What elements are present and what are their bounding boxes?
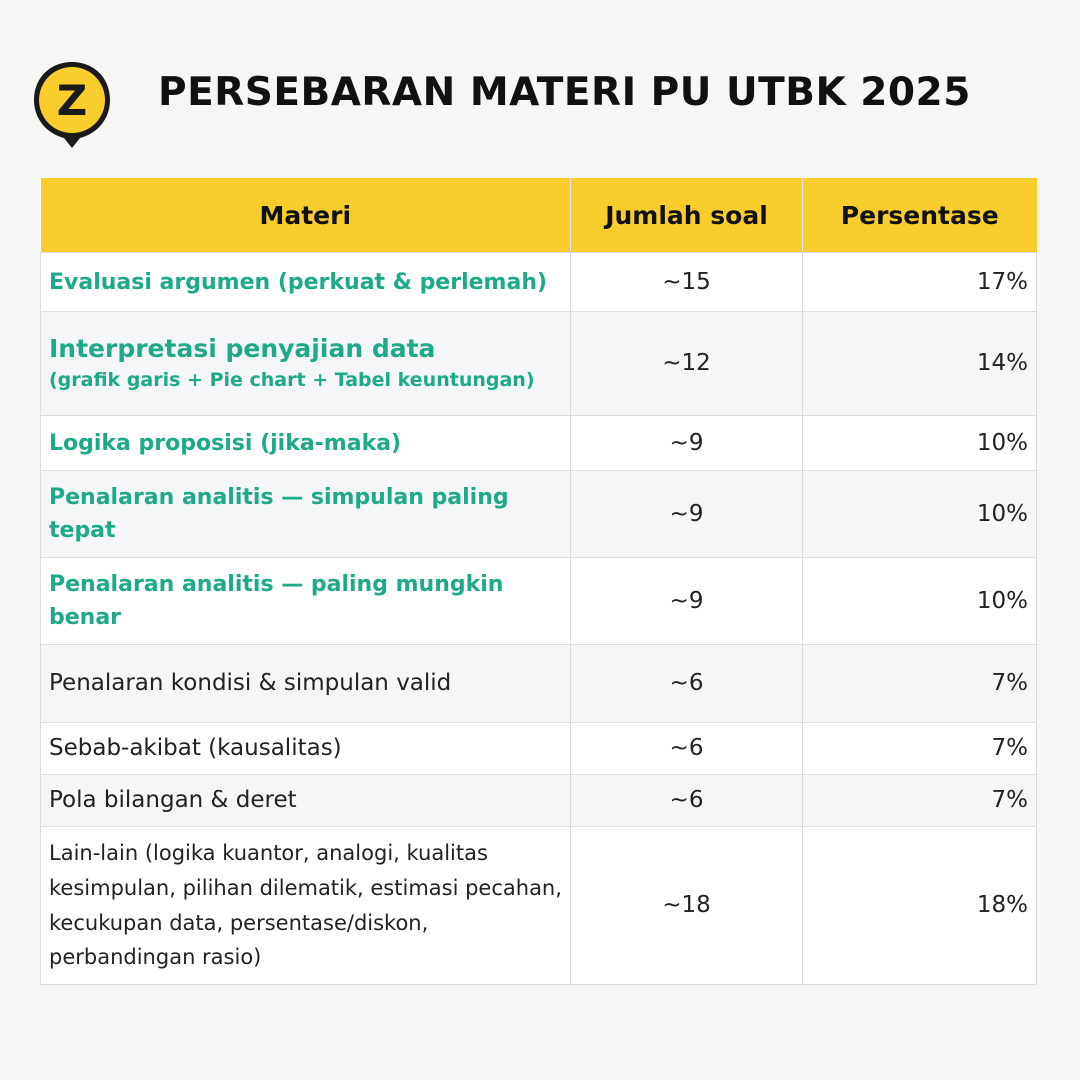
cell-materi: Penalaran analitis — paling mungkin bena… (40, 557, 571, 645)
cell-persen: 7% (802, 774, 1037, 827)
table-row: Lain-lain (logika kuantor, analogi, kual… (40, 826, 1037, 985)
cell-jumlah: ~6 (570, 774, 803, 827)
cell-persen: 17% (802, 252, 1037, 312)
table-row: Penalaran analitis — paling mungkin bena… (40, 557, 1037, 645)
cell-materi-text: Lain-lain (logika kuantor, analogi, kual… (49, 840, 562, 970)
table-row: Evaluasi argumen (perkuat & perlemah) ~1… (40, 252, 1037, 312)
page-title: PERSEBARAN MATERI PU UTBK 2025 (158, 70, 971, 115)
table-header-row: Materi Jumlah soal Persentase (40, 178, 1037, 253)
table-row: Logika proposisi (jika-maka) ~9 10% (40, 415, 1037, 471)
cell-materi: Logika proposisi (jika-maka) (40, 415, 571, 471)
cell-materi: Pola bilangan & deret (40, 774, 571, 827)
cell-jumlah: ~6 (570, 644, 803, 723)
table-row: Pola bilangan & deret ~6 7% (40, 774, 1037, 827)
cell-jumlah: ~6 (570, 722, 803, 775)
cell-jumlah: ~9 (570, 415, 803, 471)
cell-persen: 14% (802, 311, 1037, 416)
cell-materi: Interpretasi penyajian data (grafik gari… (40, 311, 571, 416)
cell-jumlah: ~18 (570, 826, 803, 985)
cell-persen: 10% (802, 415, 1037, 471)
cell-materi: Penalaran analitis — simpulan paling tep… (40, 470, 571, 558)
cell-persen: 7% (802, 644, 1037, 723)
cell-persen: 7% (802, 722, 1037, 775)
table-row: Penalaran analitis — simpulan paling tep… (40, 470, 1037, 558)
cell-persen: 10% (802, 470, 1037, 558)
table-row: Penalaran kondisi & simpulan valid ~6 7% (40, 644, 1037, 723)
cell-materi: Lain-lain (logika kuantor, analogi, kual… (40, 826, 571, 985)
materi-table: Materi Jumlah soal Persentase Evaluasi a… (40, 178, 1037, 985)
cell-persen: 18% (802, 826, 1037, 985)
cell-jumlah: ~15 (570, 252, 803, 312)
cell-persen: 10% (802, 557, 1037, 645)
cell-materi-title: Interpretasi penyajian data (49, 334, 436, 363)
cell-materi: Evaluasi argumen (perkuat & perlemah) (40, 252, 571, 312)
cell-jumlah: ~9 (570, 470, 803, 558)
cell-jumlah: ~9 (570, 557, 803, 645)
cell-materi-subtitle: (grafik garis + Pie chart + Tabel keuntu… (49, 368, 535, 391)
cell-materi: Sebab-akibat (kausalitas) (40, 722, 571, 775)
svg-text:Z: Z (57, 76, 87, 125)
column-header-persentase: Persentase (802, 178, 1037, 253)
cell-materi: Penalaran kondisi & simpulan valid (40, 644, 571, 723)
table-row: Sebab-akibat (kausalitas) ~6 7% (40, 722, 1037, 775)
column-header-materi: Materi (40, 178, 571, 253)
cell-jumlah: ~12 (570, 311, 803, 416)
table-row: Interpretasi penyajian data (grafik gari… (40, 311, 1037, 416)
header: Z PERSEBARAN MATERI PU UTBK 2025 (0, 0, 1080, 170)
column-header-jumlah: Jumlah soal (570, 178, 803, 253)
zenius-logo-icon: Z (34, 62, 110, 148)
